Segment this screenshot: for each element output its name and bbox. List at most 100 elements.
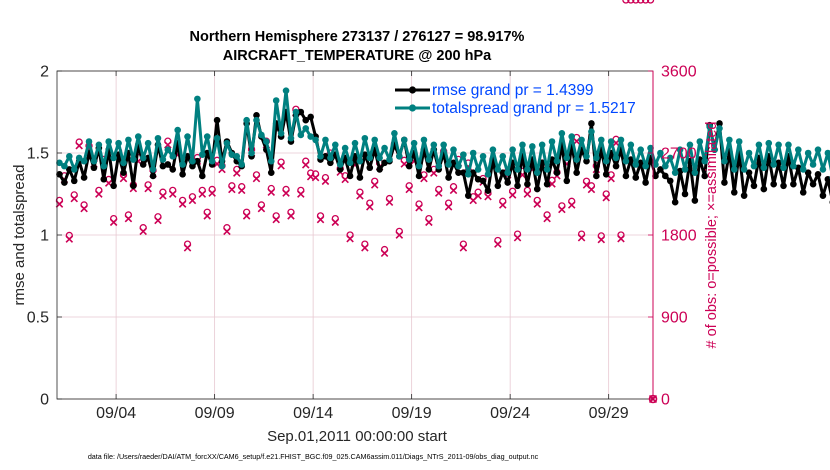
totalspread-point xyxy=(149,166,157,173)
obs-assimilated-marker xyxy=(415,203,423,212)
rmse-point xyxy=(66,166,73,173)
rmse-point xyxy=(563,177,571,185)
y-tick-label-left: 0.5 xyxy=(27,310,49,327)
rmse-point xyxy=(524,180,531,188)
totalspread-point xyxy=(341,144,349,152)
totalspread-point xyxy=(819,166,827,173)
totalspread-point xyxy=(400,136,408,144)
obs-assimilated-marker xyxy=(297,190,305,198)
rmse-point xyxy=(622,172,630,180)
rmse-point xyxy=(701,172,709,180)
rmse-point xyxy=(790,180,797,188)
totalspread-point xyxy=(346,159,354,167)
totalspread-point xyxy=(814,146,822,154)
totalspread-point xyxy=(297,131,305,139)
obs-assimilated-marker xyxy=(385,198,394,207)
totalspread-point xyxy=(755,141,763,149)
totalspread-point xyxy=(425,156,433,163)
totalspread-point xyxy=(538,141,546,149)
totalspread-point xyxy=(208,157,216,165)
obs-assimilated-marker xyxy=(366,203,374,211)
totalspread-point xyxy=(824,149,830,157)
totalspread-point xyxy=(775,141,782,149)
totalspread-point xyxy=(130,156,137,163)
obs-possible-marker xyxy=(637,0,645,4)
y-axis-label-left: rmse and totalspread xyxy=(11,165,28,306)
rmse-point xyxy=(804,169,812,176)
rmse-point xyxy=(307,113,314,121)
obs-assimilated-marker xyxy=(558,205,566,214)
totalspread-point xyxy=(336,161,344,168)
totalspread-point xyxy=(203,133,211,140)
rmse-point xyxy=(602,171,610,178)
rmse-point xyxy=(455,169,462,176)
obs-assimilated-marker xyxy=(602,193,610,202)
rmse-point xyxy=(514,182,521,190)
totalspread-point xyxy=(568,133,576,140)
totalspread-point xyxy=(701,157,709,165)
rmse-point xyxy=(184,152,191,160)
obs-assimilated-marker xyxy=(70,194,79,203)
rmse-point xyxy=(573,169,580,176)
obs-assimilated-marker xyxy=(95,190,103,198)
rmse-point xyxy=(61,179,68,186)
rmse-point xyxy=(169,166,177,173)
totalspread-point xyxy=(61,162,68,170)
totalspread-point xyxy=(154,134,162,142)
rmse-point xyxy=(593,172,600,180)
totalspread-point xyxy=(676,146,684,154)
obs-assimilated-marker xyxy=(484,193,492,201)
x-tick-label: 09/19 xyxy=(392,405,432,422)
totalspread-point xyxy=(272,97,280,104)
legend-spread-label: totalspread grand pr = 1.5217 xyxy=(432,100,636,117)
obs-assimilated-marker xyxy=(233,169,241,177)
rmse-point xyxy=(110,182,117,190)
obs-assimilated-marker xyxy=(237,186,246,195)
obs-assimilated-marker xyxy=(513,234,522,242)
obs-assimilated-marker xyxy=(499,201,507,209)
totalspread-point xyxy=(386,156,393,163)
rmse-point xyxy=(814,171,822,178)
totalspread-point xyxy=(327,154,334,162)
totalspread-point xyxy=(287,134,295,142)
totalspread-point xyxy=(194,95,201,103)
totalspread-point xyxy=(795,146,802,154)
obs-assimilated-marker xyxy=(405,185,413,194)
rmse-point xyxy=(376,166,383,173)
rmse-point xyxy=(632,174,640,181)
totalspread-point xyxy=(785,141,792,149)
totalspread-point xyxy=(583,152,590,160)
obs-assimilated-marker xyxy=(533,200,542,208)
obs-assimilated-marker xyxy=(65,235,74,243)
rmse-point xyxy=(336,166,344,173)
totalspread-point xyxy=(479,152,487,160)
x-tick-label: 09/24 xyxy=(490,405,530,422)
totalspread-point xyxy=(213,134,221,142)
rmse-point xyxy=(164,161,172,168)
totalspread-point xyxy=(381,144,388,152)
totalspread-point xyxy=(361,134,369,142)
obs-assimilated-marker xyxy=(543,214,551,223)
totalspread-point xyxy=(312,136,319,144)
rmse-point xyxy=(139,161,147,168)
obs-assimilated-marker xyxy=(203,212,211,220)
rmse-point xyxy=(809,180,817,188)
obs-assimilated-marker xyxy=(597,235,606,244)
y-tick-label-right: 3600 xyxy=(661,64,697,81)
totalspread-point xyxy=(652,161,659,168)
rmse-point xyxy=(494,182,502,190)
obs-assimilated-marker xyxy=(188,196,197,205)
totalspread-point xyxy=(706,123,713,131)
totalspread-point xyxy=(139,154,147,162)
y-tick-label-left: 1.5 xyxy=(27,146,49,163)
rmse-point xyxy=(666,177,674,185)
rmse-point xyxy=(612,162,620,170)
totalspread-point xyxy=(415,162,423,170)
totalspread-point xyxy=(302,125,310,132)
totalspread-point xyxy=(504,169,511,176)
totalspread-point xyxy=(745,149,753,157)
rmse-point xyxy=(652,172,659,180)
y-tick-label-right: 2700 xyxy=(661,146,697,163)
totalspread-point xyxy=(159,156,167,163)
rmse-point xyxy=(819,192,827,199)
